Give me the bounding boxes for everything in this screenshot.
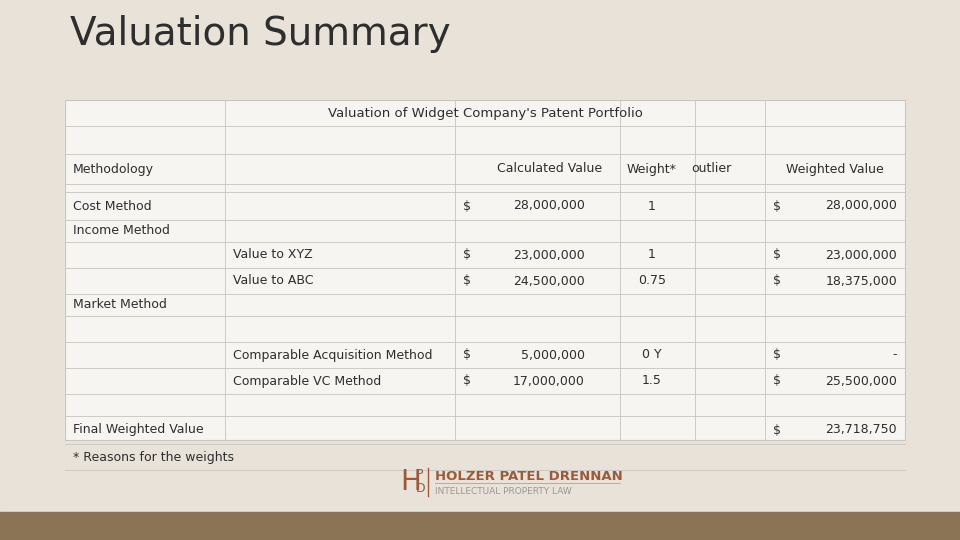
Text: Valuation Summary: Valuation Summary (70, 15, 450, 53)
Text: 1.5: 1.5 (642, 375, 662, 388)
Text: Valuation of Widget Company's Patent Portfolio: Valuation of Widget Company's Patent Por… (327, 107, 642, 120)
Text: $: $ (773, 199, 781, 213)
Text: $: $ (463, 199, 471, 213)
Text: Methodology: Methodology (73, 163, 154, 176)
Text: Weighted Value: Weighted Value (786, 163, 884, 176)
Text: $: $ (773, 423, 781, 436)
Text: $: $ (463, 248, 471, 261)
Text: H: H (400, 468, 420, 496)
Text: INTELLECTUAL PROPERTY LAW: INTELLECTUAL PROPERTY LAW (435, 488, 572, 496)
Text: 0.75: 0.75 (638, 274, 666, 287)
Text: 5,000,000: 5,000,000 (521, 348, 585, 361)
Text: $: $ (773, 274, 781, 287)
Text: HOLZER PATEL DRENNAN: HOLZER PATEL DRENNAN (435, 469, 623, 483)
Text: Comparable Acquisition Method: Comparable Acquisition Method (233, 348, 433, 361)
Text: 17,000,000: 17,000,000 (514, 375, 585, 388)
Text: Comparable VC Method: Comparable VC Method (233, 375, 381, 388)
Text: Calculated Value: Calculated Value (497, 163, 603, 176)
Text: 23,718,750: 23,718,750 (826, 423, 897, 436)
Text: Value to ABC: Value to ABC (233, 274, 314, 287)
Bar (0, 512, 960, 540)
Text: $: $ (773, 375, 781, 388)
Text: $: $ (463, 348, 471, 361)
Text: 23,000,000: 23,000,000 (514, 248, 585, 261)
Text: Value to XYZ: Value to XYZ (233, 248, 313, 261)
Text: 25,500,000: 25,500,000 (826, 375, 897, 388)
Text: D: D (416, 483, 425, 496)
Text: Cost Method: Cost Method (73, 199, 152, 213)
Text: 1: 1 (648, 248, 656, 261)
Text: P: P (416, 469, 423, 482)
Text: 28,000,000: 28,000,000 (826, 199, 897, 213)
Text: 1: 1 (648, 199, 656, 213)
Text: $: $ (773, 348, 781, 361)
Text: $: $ (463, 274, 471, 287)
Text: Income Method: Income Method (73, 225, 170, 238)
Text: -: - (893, 348, 897, 361)
Text: Market Method: Market Method (73, 299, 167, 312)
Text: * Reasons for the weights: * Reasons for the weights (73, 450, 234, 463)
Text: Weight*: Weight* (627, 163, 677, 176)
Text: 0 Y: 0 Y (642, 348, 661, 361)
Text: 28,000,000: 28,000,000 (514, 199, 585, 213)
Text: outlier: outlier (691, 163, 732, 176)
Text: $: $ (463, 375, 471, 388)
Text: Final Weighted Value: Final Weighted Value (73, 423, 204, 436)
Bar (65, 100, 905, 440)
Bar (65, 100, 905, 440)
Text: 23,000,000: 23,000,000 (826, 248, 897, 261)
Text: $: $ (773, 248, 781, 261)
Text: 18,375,000: 18,375,000 (826, 274, 897, 287)
Text: 24,500,000: 24,500,000 (514, 274, 585, 287)
